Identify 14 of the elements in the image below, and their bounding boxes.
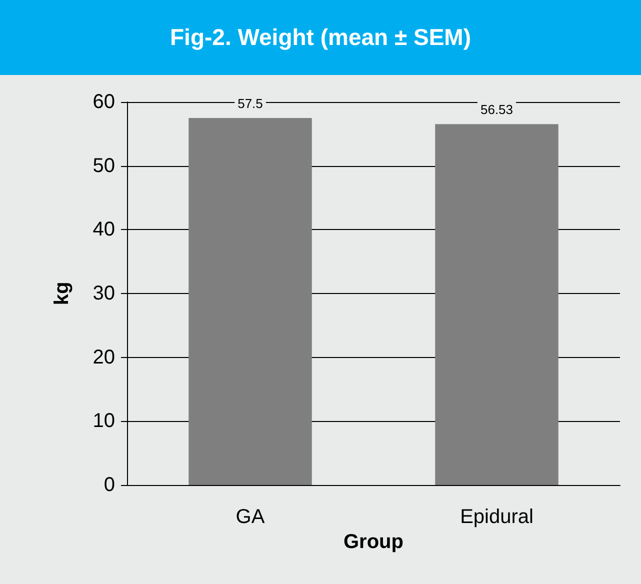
x-tick-label: Epidural: [460, 506, 534, 528]
y-tick-label: 60: [92, 91, 115, 113]
x-tick-label: GA: [236, 506, 266, 528]
data-label: 57.5: [238, 96, 263, 111]
x-axis-title: Group: [344, 530, 404, 553]
y-tick-label: 0: [104, 474, 115, 496]
y-tick-label: 20: [92, 346, 115, 368]
data-label: 56.53: [480, 102, 514, 118]
y-tick-label: 10: [92, 410, 115, 432]
chart-title: Fig-2. Weight (mean ± SEM): [0, 0, 641, 75]
y-axis-title: kg: [51, 282, 73, 306]
y-tick-label: 40: [92, 218, 115, 241]
y-tick-label: 50: [92, 154, 115, 177]
y-tick-label: 30: [92, 282, 115, 304]
